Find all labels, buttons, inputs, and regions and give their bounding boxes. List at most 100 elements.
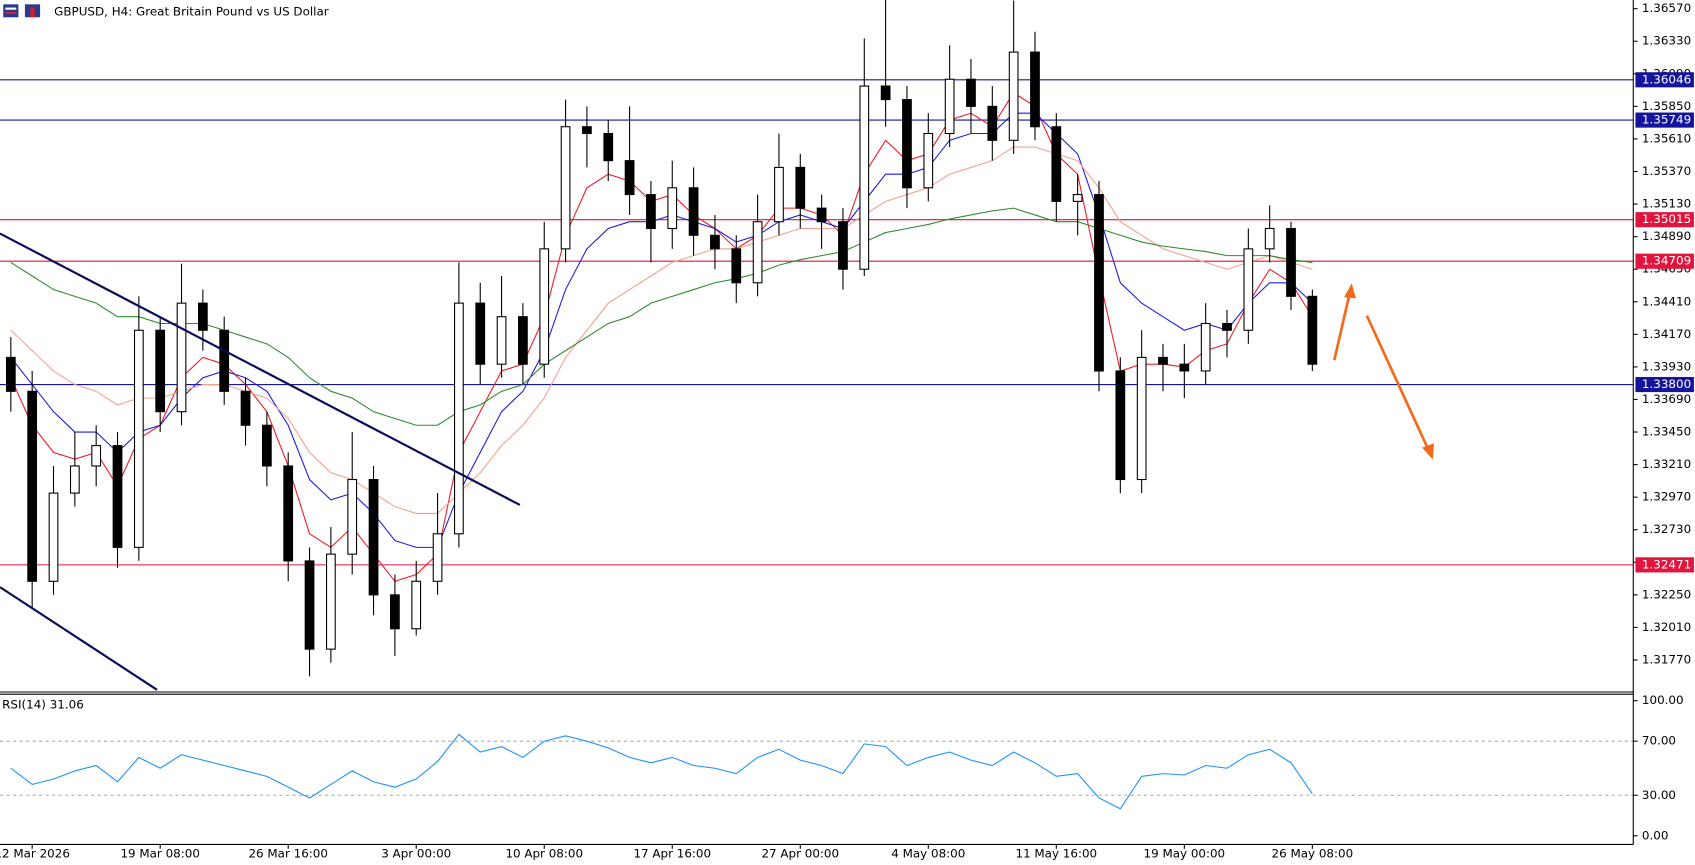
candle-body — [539, 248, 550, 365]
candle-body — [774, 166, 784, 223]
candle-body — [5, 356, 16, 392]
candle-body — [454, 302, 464, 535]
arrow-up — [1333, 293, 1351, 361]
level-label-box — [1635, 253, 1694, 269]
chart-title: GBPUSD, H4: Great Britain Pound vs US Do… — [54, 4, 329, 18]
time-label: 10 Apr 08:00 — [505, 847, 583, 861]
candle-body — [475, 302, 486, 365]
price-tick-label: 1.32730 — [1642, 522, 1691, 536]
icon-menu[interactable] — [3, 4, 19, 18]
candle-body — [411, 580, 422, 630]
level-label: 1.36046 — [1642, 72, 1691, 86]
time-label: 27 Apr 00:00 — [761, 847, 839, 861]
candle-body — [923, 132, 934, 189]
level-label-box — [1635, 557, 1694, 573]
candle-body — [966, 78, 976, 107]
icon-bar — [5, 7, 17, 10]
candle-body — [560, 126, 571, 250]
price-tick-label: 1.36330 — [1642, 34, 1691, 48]
candle-body — [1008, 51, 1019, 141]
candle-body — [795, 166, 806, 209]
time-label: 26 May 08:00 — [1272, 847, 1354, 861]
candle-body — [1307, 295, 1318, 365]
candle-body — [688, 187, 699, 236]
time-label: 11 May 16:00 — [1016, 847, 1098, 861]
candle-body — [197, 302, 208, 331]
candle-body — [1243, 248, 1254, 331]
candle-body — [944, 78, 955, 135]
candle-body — [1051, 126, 1062, 202]
rsi-tick-label: 100.00 — [1642, 693, 1684, 707]
candle-body — [1200, 322, 1211, 372]
candle-body — [1094, 194, 1104, 372]
candle-body — [304, 560, 315, 650]
time-label: 26 Mar 16:00 — [248, 847, 327, 861]
level-label-box — [1635, 212, 1694, 228]
trendline — [0, 232, 521, 506]
candle-body — [731, 248, 742, 284]
arrow-head — [1422, 443, 1434, 460]
candle-body — [1158, 356, 1168, 365]
candle-body — [987, 105, 998, 141]
price-panel — [0, 0, 1634, 677]
candle-body — [69, 465, 80, 494]
price-tick-label: 1.33210 — [1642, 457, 1691, 471]
candle-body — [347, 478, 358, 555]
price-tick-label: 1.35610 — [1642, 131, 1691, 145]
candle-body — [390, 594, 400, 630]
candle-body — [27, 390, 38, 582]
candle-body — [1115, 370, 1126, 481]
icon-bar — [30, 7, 35, 18]
level-label-box — [1635, 72, 1694, 88]
icon-bar — [5, 11, 17, 15]
candle-body — [176, 302, 187, 413]
level-label: 1.34709 — [1642, 254, 1691, 268]
candle-body — [710, 234, 720, 250]
time-label: 12 Mar 2026 — [0, 847, 70, 861]
price-tick-label: 1.32250 — [1642, 587, 1691, 601]
candle-body — [48, 492, 59, 582]
price-tick-label: 1.34890 — [1642, 229, 1691, 243]
price-tick-label: 1.35850 — [1642, 99, 1691, 113]
symbol-icons — [3, 4, 41, 18]
candle-body — [646, 194, 656, 230]
candle-body — [624, 160, 635, 196]
candle-body — [518, 316, 528, 365]
frame — [0, 0, 1634, 845]
price-tick-label: 1.33450 — [1642, 425, 1691, 439]
candle-body — [902, 99, 912, 189]
price-tick-label: 1.35130 — [1642, 197, 1691, 211]
rsi-tick-label: 70.00 — [1642, 734, 1676, 748]
trendline — [0, 586, 158, 691]
candle-body — [91, 445, 102, 467]
candle-body — [816, 207, 827, 223]
price-tick-label: 1.34410 — [1642, 294, 1691, 308]
candle-body — [582, 126, 592, 135]
candle-body — [1179, 363, 1190, 372]
candle-body — [752, 221, 763, 284]
candle-body — [432, 533, 443, 582]
level-label: 1.33800 — [1642, 377, 1691, 391]
candle-body — [496, 316, 507, 365]
candle-body — [838, 221, 848, 270]
candle-body — [1072, 194, 1083, 202]
rsi-tick-label: 0.00 — [1642, 828, 1669, 842]
level-label-box — [1635, 112, 1694, 128]
arrow-head — [1344, 283, 1356, 299]
price-tick-label: 1.33690 — [1642, 392, 1691, 406]
price-tick-label: 1.36570 — [1642, 1, 1691, 15]
candle-body — [326, 553, 336, 650]
level-label: 1.35749 — [1642, 113, 1691, 127]
candle-body — [261, 424, 272, 467]
candle-body — [368, 478, 379, 596]
candle-body — [667, 187, 678, 230]
price-tick-label: 1.34170 — [1642, 327, 1691, 341]
price-tick-label: 1.32970 — [1642, 490, 1691, 504]
time-label: 17 Apr 16:00 — [633, 847, 711, 861]
drawn-objects — [0, 232, 1434, 691]
time-label: 4 May 08:00 — [891, 847, 965, 861]
time-label: 3 Apr 00:00 — [381, 847, 451, 861]
time-label: 19 May 00:00 — [1144, 847, 1226, 861]
